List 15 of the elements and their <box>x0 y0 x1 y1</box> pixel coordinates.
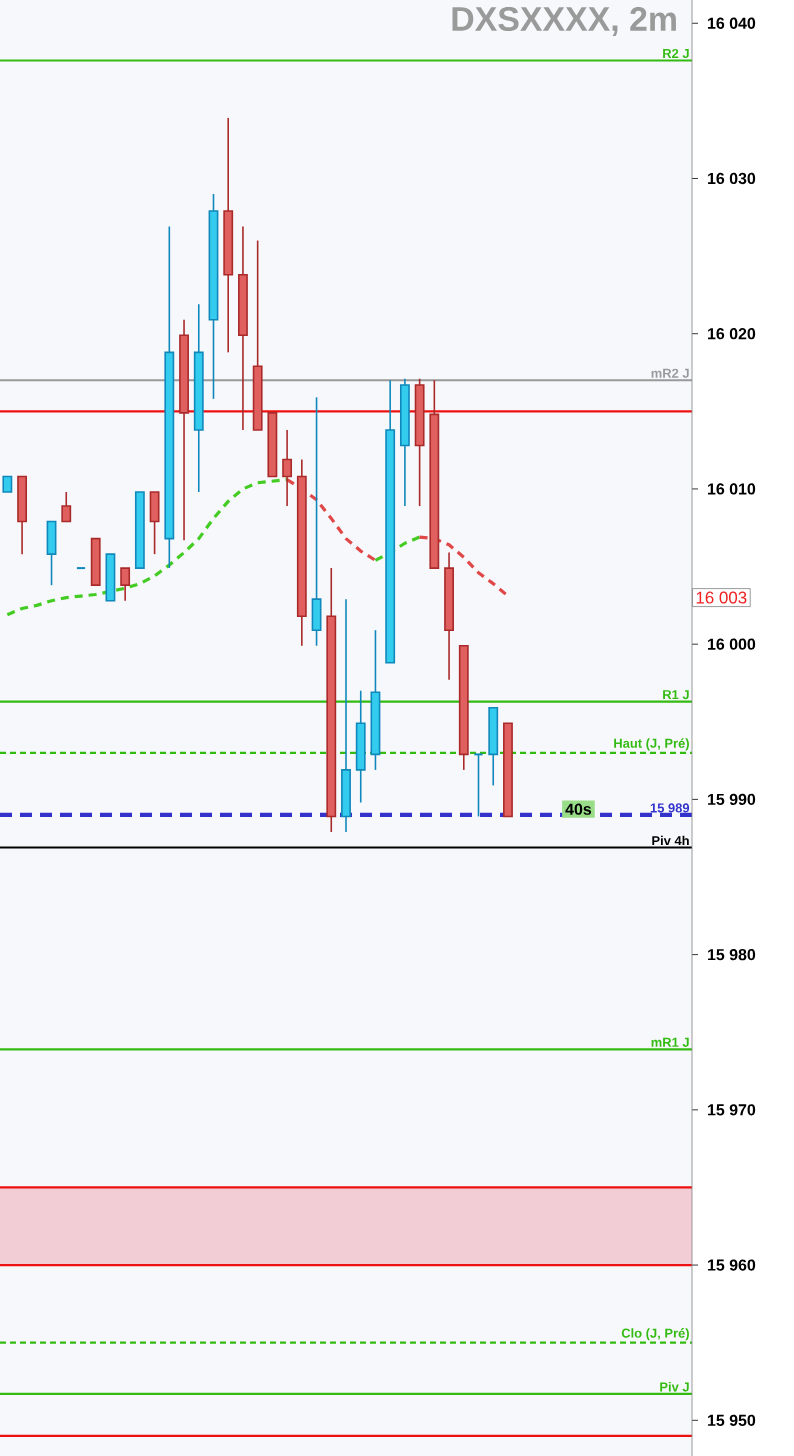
candlestick <box>61 491 72 523</box>
candlestick <box>105 553 116 602</box>
candlestick <box>46 520 57 586</box>
candlestick <box>149 491 160 555</box>
candlestick <box>120 567 131 602</box>
annotation: 16 003 <box>696 591 747 604</box>
candlestick <box>311 396 322 647</box>
candlestick <box>355 689 366 804</box>
candlestick <box>282 429 293 507</box>
candlestick <box>341 598 351 833</box>
chart-title: DXSXXXX, 2m <box>452 7 676 36</box>
candlestick <box>488 707 499 787</box>
candlestick <box>90 537 101 586</box>
candlestick <box>17 475 28 555</box>
candlestick <box>473 753 484 818</box>
